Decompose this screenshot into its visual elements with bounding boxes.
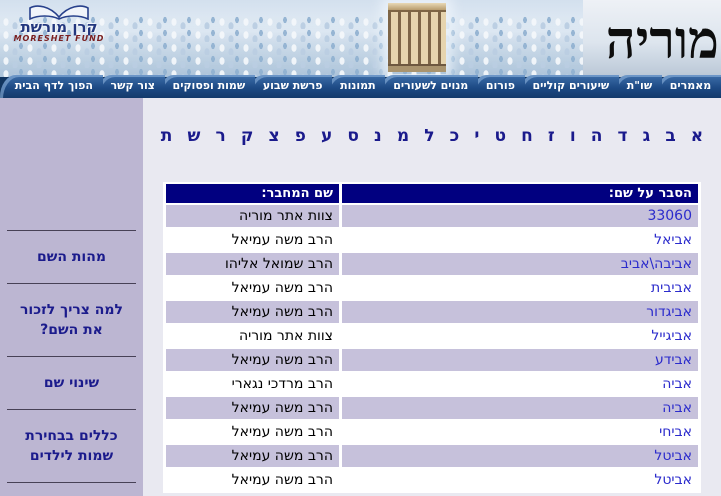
alphabet-letter-link[interactable]: ה — [590, 126, 603, 146]
names-table: הסבר על שם: שם המחבר: 33060 צוות אתר מור… — [163, 182, 701, 493]
name-link[interactable]: אביאל — [654, 232, 692, 248]
alphabet-index: א ב ג ד ה ו ז ח ט י — [143, 98, 721, 146]
author-name: הרב משה עמיאל — [166, 301, 339, 323]
name-link[interactable]: אביה — [341, 397, 698, 419]
nav-tab[interactable]: צור קשר — [95, 75, 165, 98]
name-link[interactable]: אביבית — [650, 280, 692, 296]
alphabet-letter-link[interactable]: י — [474, 126, 480, 146]
author-name: הרב משה עמיאל — [166, 397, 339, 419]
logo-english-text: MORESHET FUND — [13, 34, 105, 43]
author-name: הרב מרדכי נגארי — [231, 376, 333, 392]
content-area: מהות השם למה צריך לזכור את השם? שינוי שם… — [0, 98, 721, 496]
author-name: צוות אתר מוריה — [238, 328, 333, 344]
alphabet-letter-link[interactable]: ח — [521, 126, 533, 146]
table-row: 33060 צוות אתר מוריה — [166, 205, 698, 227]
open-book-icon — [29, 5, 89, 20]
logo-hebrew-text: קרן מורשת — [20, 18, 98, 36]
table-row: אביחי הרב משה עמיאל — [166, 421, 698, 443]
nav-tab[interactable]: פרשת שבוע — [248, 75, 333, 98]
header-banner: קרן מורשת MORESHET FUND מוריה — [0, 0, 721, 77]
table-row: אביטל הרב משה עמיאל — [166, 469, 698, 491]
table-row: אביבה\אביב הרב שמואל אליהו — [166, 253, 698, 275]
alphabet-letter-link[interactable]: צ — [268, 126, 280, 146]
alphabet-letter-link[interactable]: ע — [320, 126, 333, 146]
nav-tab[interactable]: מנוים לשעורים — [378, 75, 479, 98]
author-name: צוות אתר מוריה — [166, 205, 339, 227]
sidebar-item[interactable]: שינוי שם — [7, 356, 136, 409]
name-link[interactable]: אביגייל — [651, 328, 692, 344]
alphabet-letter-link[interactable]: פ — [294, 126, 306, 146]
alphabet-letter-link[interactable]: ל — [424, 126, 435, 146]
table-row: אביה הרב משה עמיאל — [166, 397, 698, 419]
alphabet-letter-link[interactable]: ס — [347, 126, 359, 146]
sidebar-item[interactable]: כללים בבחירת שמות לילדים — [7, 409, 136, 482]
table-header-author: שם המחבר: — [166, 184, 339, 203]
author-name: הרב משה עמיאל — [231, 280, 333, 296]
alphabet-letter-link[interactable]: ב — [665, 126, 676, 146]
main-navigation: מאמרים שו"ת שיעורים קוליים פורום מנוים ל… — [0, 75, 721, 98]
table-row: אביאל הרב משה עמיאל — [166, 229, 698, 251]
alphabet-letter-link[interactable]: ק — [240, 126, 254, 146]
alphabet-letter-link[interactable]: א — [690, 126, 704, 146]
name-link[interactable]: אביה — [662, 376, 692, 392]
sidebar-item[interactable]: מה הפסוק שלך? — [7, 482, 136, 496]
alphabet-letter-link[interactable]: נ — [374, 126, 382, 146]
table-header-explanation: הסבר על שם: — [341, 184, 698, 203]
table-row: אביה הרב מרדכי נגארי — [166, 373, 698, 395]
author-name: הרב משה עמיאל — [231, 232, 333, 248]
alphabet-letter-link[interactable]: ט — [494, 126, 507, 146]
nav-tab[interactable]: תמונות — [325, 75, 386, 98]
nav-tab[interactable]: הפוך לדף הבית — [0, 75, 103, 98]
nav-tab[interactable]: שמות ופסוקים — [157, 75, 256, 98]
name-link[interactable]: 33060 — [341, 205, 698, 227]
temple-illustration — [388, 3, 446, 74]
sidebar-menu: מהות השם למה צריך לזכור את השם? שינוי שם… — [0, 98, 143, 496]
nav-tab[interactable]: מאמרים — [654, 75, 721, 98]
table-row: אבידע הרב משה עמיאל — [166, 349, 698, 371]
nav-tab[interactable]: שיעורים קוליים — [517, 75, 620, 98]
name-link[interactable]: אבידע — [341, 349, 698, 371]
author-name: הרב משה עמיאל — [231, 472, 333, 488]
author-name: הרב משה עמיאל — [231, 424, 333, 440]
alphabet-letter-link[interactable]: ר — [215, 126, 226, 146]
table-row: אביגדור הרב משה עמיאל — [166, 301, 698, 323]
alphabet-letter-link[interactable]: ד — [617, 126, 628, 146]
sidebar-item[interactable]: מהות השם — [7, 230, 136, 283]
name-link[interactable]: אביבה\אביב — [341, 253, 698, 275]
table-row: אביגייל צוות אתר מוריה — [166, 325, 698, 347]
site-logo-moriah[interactable]: מוריה — [605, 10, 719, 71]
alphabet-letter-link[interactable]: ו — [569, 126, 576, 146]
name-link[interactable]: אביגדור — [341, 301, 698, 323]
author-name: הרב משה עמיאל — [166, 349, 339, 371]
main-panel: א ב ג ד ה ו ז ח ט י — [143, 98, 721, 493]
table-row: אביטל הרב משה עמיאל — [166, 445, 698, 467]
alphabet-letter-link[interactable]: ש — [187, 126, 201, 146]
name-link[interactable]: אביחי — [659, 424, 692, 440]
alphabet-letter-link[interactable]: כ — [449, 126, 460, 146]
alphabet-letter-link[interactable]: ת — [160, 126, 173, 146]
alphabet-letter-link[interactable]: ג — [642, 126, 651, 146]
nav-tab[interactable]: שו"ת — [612, 75, 662, 98]
sidebar-spacer — [0, 98, 143, 230]
table-row: אביבית הרב משה עמיאל — [166, 277, 698, 299]
nav-tab[interactable]: פורום — [471, 75, 525, 98]
sidebar-item[interactable]: למה צריך לזכור את השם? — [7, 283, 136, 356]
name-link[interactable]: אביטל — [341, 445, 698, 467]
title-background — [583, 0, 721, 77]
author-name: הרב שמואל אליהו — [166, 253, 339, 275]
author-name: הרב משה עמיאל — [166, 445, 339, 467]
alphabet-letter-link[interactable]: מ — [396, 126, 410, 146]
name-link[interactable]: אביטל — [654, 472, 692, 488]
moreshet-fund-logo[interactable]: קרן מורשת MORESHET FUND — [4, 2, 114, 50]
alphabet-letter-link[interactable]: ז — [547, 126, 555, 146]
